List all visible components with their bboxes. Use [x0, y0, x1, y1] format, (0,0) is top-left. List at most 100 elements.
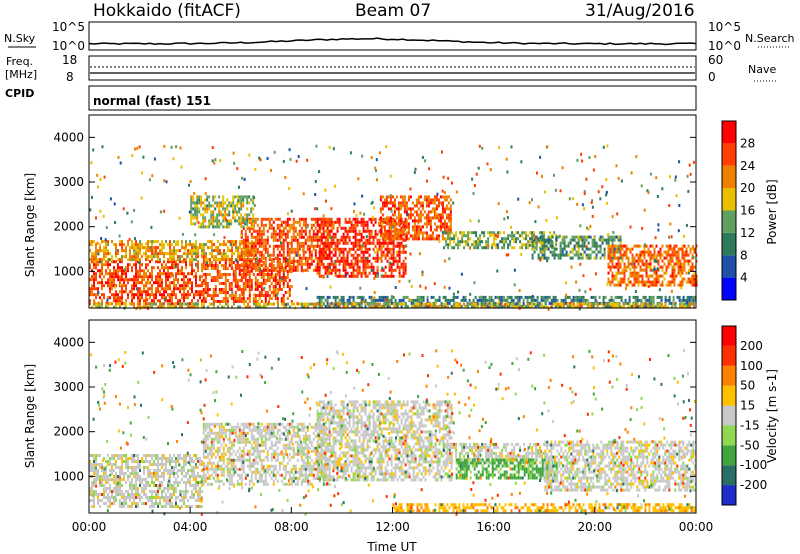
- data-cell: [372, 268, 375, 272]
- data-cell: [380, 250, 383, 254]
- data-cell: [431, 198, 434, 202]
- data-cell: [227, 305, 229, 309]
- data-cell: [379, 216, 382, 220]
- data-cell: [226, 204, 229, 208]
- data-cell: [426, 295, 429, 299]
- data-cell: [397, 219, 400, 223]
- data-cell: [270, 276, 273, 279]
- data-cell: [238, 288, 241, 291]
- data-cell: [272, 244, 275, 248]
- data-cell: [131, 154, 134, 157]
- data-cell: [672, 298, 675, 302]
- data-cell: [302, 223, 305, 227]
- data-cell: [320, 247, 323, 251]
- data-cell: [322, 295, 325, 299]
- data-cell: [324, 247, 327, 251]
- data-cell: [663, 262, 666, 266]
- data-cell: [342, 256, 345, 260]
- data-cell: [248, 241, 251, 245]
- data-cell: [609, 235, 612, 239]
- data-cell: [668, 301, 671, 305]
- data-cell: [101, 269, 103, 273]
- data-cell: [212, 213, 215, 217]
- data-cell: [324, 298, 327, 302]
- data-cell: [310, 217, 313, 221]
- data-cell: [242, 294, 245, 297]
- data-cell: [272, 258, 275, 261]
- data-cell: [348, 301, 351, 305]
- data-cell: [238, 273, 241, 276]
- data-cell: [623, 305, 625, 309]
- data-cell: [153, 302, 155, 306]
- data-cell: [189, 180, 192, 183]
- data-cell: [278, 268, 281, 272]
- data-cell: [262, 238, 265, 242]
- data-cell: [390, 298, 393, 302]
- data-cell: [121, 275, 123, 279]
- data-cell: [201, 299, 203, 303]
- data-cell: [555, 247, 558, 251]
- data-cell: [356, 271, 359, 275]
- data-cell: [117, 266, 119, 270]
- data-cell: [322, 262, 325, 266]
- data-cell: [475, 305, 477, 309]
- data-cell: [649, 256, 652, 260]
- data-cell: [645, 302, 647, 306]
- data-cell: [234, 195, 237, 199]
- data-cell: [418, 252, 421, 256]
- data-cell: [296, 247, 299, 251]
- data-cell: [599, 244, 602, 248]
- data-cell: [228, 282, 231, 285]
- data-cell: [303, 302, 305, 306]
- data-cell: [370, 241, 373, 245]
- data-cell: [254, 297, 257, 300]
- data-cell: [121, 278, 123, 282]
- data-cell: [167, 284, 169, 288]
- data-cell: [340, 235, 343, 239]
- data-cell: [217, 249, 219, 253]
- data-cell: [372, 217, 375, 221]
- data-cell: [348, 229, 351, 233]
- data-cell: [611, 247, 614, 251]
- data-cell: [191, 287, 193, 291]
- data-cell: [548, 301, 551, 305]
- data-cell: [569, 256, 572, 260]
- data-cell: [348, 274, 351, 278]
- data-cell: [137, 305, 139, 309]
- data-cell: [685, 302, 687, 306]
- data-cell: [113, 281, 115, 285]
- data-cell: [629, 262, 632, 266]
- data-cell: [180, 165, 183, 169]
- data-cell: [607, 247, 610, 251]
- data-cell: [228, 285, 231, 288]
- data-cell: [268, 279, 271, 282]
- data-cell: [249, 258, 251, 262]
- data-cell: [274, 256, 277, 260]
- data-cell: [208, 201, 211, 205]
- data-cell: [211, 146, 214, 149]
- data-cell: [359, 305, 361, 309]
- data-cell: [358, 238, 361, 242]
- data-cell: [288, 288, 291, 291]
- data-cell: [592, 168, 595, 172]
- data-cell: [332, 220, 335, 224]
- data-cell: [338, 250, 341, 254]
- data-cell: [212, 300, 215, 303]
- data-cell: [635, 277, 638, 281]
- data-cell: [260, 282, 263, 285]
- data-cell: [415, 231, 418, 235]
- data-cell: [286, 285, 289, 288]
- data-cell: [286, 273, 289, 276]
- data-cell: [393, 237, 396, 241]
- data-cell: [211, 302, 213, 306]
- data-cell: [318, 170, 321, 174]
- data-cell: [560, 298, 563, 302]
- data-cell: [449, 222, 452, 226]
- data-cell: [332, 247, 335, 251]
- data-cell: [169, 299, 171, 303]
- data-cell: [445, 243, 448, 247]
- data-cell: [103, 275, 105, 279]
- data-cell: [626, 301, 629, 305]
- data-cell: [197, 302, 199, 306]
- data-cell: [356, 256, 359, 260]
